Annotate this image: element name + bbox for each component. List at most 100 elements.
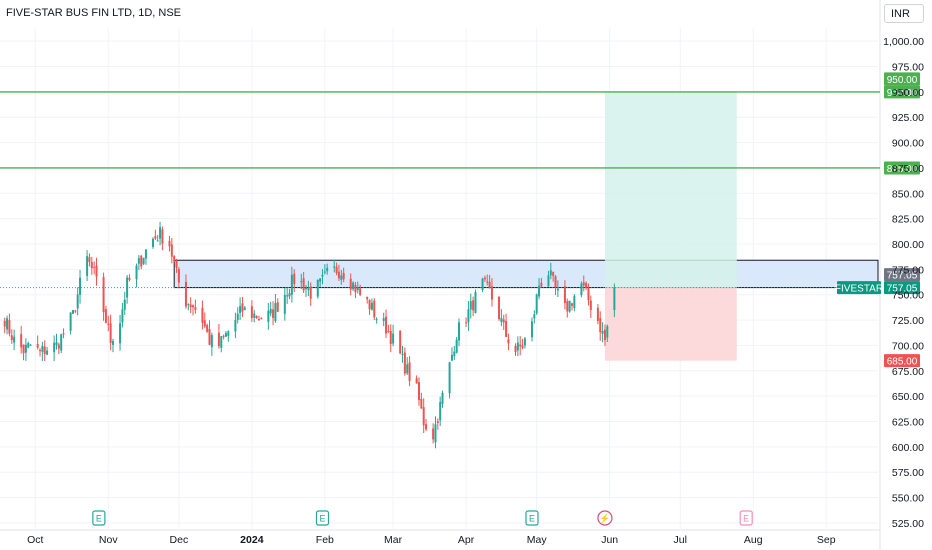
candle-body <box>441 392 444 404</box>
candle-body <box>601 330 604 334</box>
candle-body <box>236 313 239 320</box>
y-tick-label: 675.00 <box>892 366 924 378</box>
y-tick-label: 525.00 <box>892 518 924 530</box>
currency-selector[interactable]: INR <box>884 4 924 23</box>
candle-body <box>326 267 329 272</box>
candle-body <box>417 382 420 401</box>
candle-body <box>203 320 206 327</box>
candle-body <box>554 276 557 288</box>
y-tick-label: 875.00 <box>892 163 924 175</box>
candle-body <box>243 307 246 310</box>
y-tick-label: 900.00 <box>892 138 924 150</box>
candle-body <box>535 294 538 314</box>
candle-body <box>323 271 326 273</box>
position-target-area <box>604 91 737 288</box>
candle-body <box>490 286 493 300</box>
position-stop-area <box>604 287 737 361</box>
candle-body <box>208 329 211 345</box>
candle-body <box>206 324 209 332</box>
candle-body <box>121 309 124 323</box>
candle-body <box>401 353 404 355</box>
candle-body <box>267 310 270 322</box>
candle-body <box>300 281 303 283</box>
candle-body <box>573 296 576 309</box>
candle-body <box>168 240 171 247</box>
candle-body <box>286 295 289 297</box>
candle-body <box>335 267 338 274</box>
x-tick-label: Jul <box>674 534 687 546</box>
candle-body <box>255 315 258 319</box>
candle-body <box>455 339 458 353</box>
candle-body <box>349 278 352 290</box>
resistance-zone <box>173 259 879 289</box>
candle-body <box>321 274 324 277</box>
earnings-icon-glyph: E <box>319 514 325 524</box>
candle-body <box>86 256 89 276</box>
x-tick-label: Sep <box>817 534 836 546</box>
candle-body <box>352 282 355 290</box>
y-tick-label: 950.00 <box>892 87 924 99</box>
candle-body <box>140 255 143 267</box>
candle-body <box>439 401 442 421</box>
candle-body <box>587 287 590 301</box>
candle-body <box>568 300 571 312</box>
x-tick-label: May <box>527 534 548 546</box>
candle-body <box>563 286 566 304</box>
zone-price-tag <box>884 268 920 282</box>
candle-body <box>109 323 112 344</box>
price-axis: 1,000.00975.00950.00925.00900.00875.0085… <box>883 36 924 530</box>
candle-body <box>500 318 503 322</box>
candle-body <box>135 265 138 280</box>
candle-body <box>408 362 411 381</box>
candle-body <box>406 364 409 374</box>
horizontal-line-tag <box>884 161 920 175</box>
candle-body <box>144 249 147 259</box>
candle-body <box>290 274 293 295</box>
zone-price-label: 757.05 <box>887 271 918 282</box>
candle-body <box>173 256 176 262</box>
earnings-icon <box>315 510 330 526</box>
y-tick-label: 700.00 <box>892 340 924 352</box>
candle-body <box>111 340 114 345</box>
candle-body <box>556 288 559 291</box>
candle-body <box>373 300 376 318</box>
x-tick-label: Mar <box>384 534 403 546</box>
earnings-icon <box>92 510 106 526</box>
candle-body <box>337 271 340 279</box>
horizontal-line-price-label: 950.00 <box>887 88 918 99</box>
candle-body <box>36 344 39 348</box>
candle-body <box>422 407 425 426</box>
target-price-tag <box>884 72 920 86</box>
y-tick-label: 800.00 <box>892 239 924 251</box>
earnings-icon <box>525 510 539 526</box>
candle-body <box>549 270 552 276</box>
candle-body <box>217 332 220 347</box>
x-tick-label: Dec <box>170 534 189 546</box>
candle-body <box>53 342 56 353</box>
candle-body <box>354 285 357 293</box>
candle-body <box>458 322 461 341</box>
candle-body <box>257 318 260 320</box>
candle-body <box>41 346 44 352</box>
dividend-icon <box>597 510 613 526</box>
time-axis: Oct Nov Dec 2024 Feb Mar Apr May Jun Jul Aug Sep <box>27 534 836 546</box>
x-tick-label: Oct <box>27 534 43 546</box>
candle-body <box>448 362 451 394</box>
candle-body <box>154 236 157 239</box>
candle-body <box>250 306 253 319</box>
candle-body <box>305 287 308 290</box>
candle-body <box>552 272 555 276</box>
candle-body <box>253 313 256 318</box>
y-tick-label: 825.00 <box>892 214 924 226</box>
candle-body <box>385 316 388 334</box>
candle-body <box>220 336 223 348</box>
candle-body <box>507 339 510 344</box>
candle-body <box>316 279 319 297</box>
candle-body <box>523 338 526 346</box>
candle-body <box>234 320 237 332</box>
candle-body <box>29 344 32 346</box>
candle-body <box>239 306 242 313</box>
last-price-tag <box>884 281 920 295</box>
candle-body <box>387 331 390 333</box>
